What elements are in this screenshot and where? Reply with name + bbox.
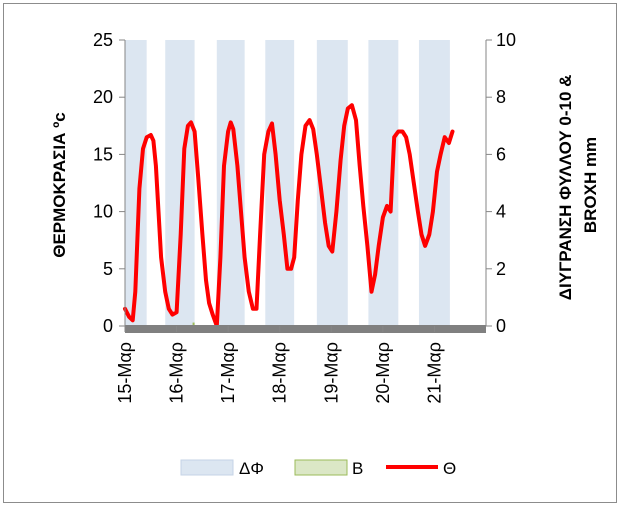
y2-tick-label-6: 6 <box>496 144 506 164</box>
y2-axis-title: ΔΙΥΓΡΑΝΣΗ ΦΥΛΛΟΥ 0-10 & BROXH mm <box>556 70 600 300</box>
y-tick-label-10: 10 <box>93 202 113 222</box>
legend-swatch-b <box>294 459 348 476</box>
y2-tick-label-0: 0 <box>496 316 506 336</box>
x-axis-line <box>125 325 486 333</box>
y2-tick-label-10: 10 <box>496 30 516 50</box>
chart-frame <box>3 3 617 503</box>
legend-swatch-df <box>180 459 234 476</box>
legend-label-theta: Θ <box>443 459 456 478</box>
y-tick-label-15: 15 <box>93 144 113 164</box>
y-tick-label-0: 0 <box>103 316 113 336</box>
y-tick-label-20: 20 <box>93 87 113 107</box>
x-tick-label-7: 21-Μαρ <box>424 342 444 404</box>
axes: 0 5 10 15 20 25 0 2 4 6 8 10 15-Μαρ 16-Μαρ 17-Μαρ 18-Μα… <box>93 30 516 404</box>
leaf-wetness-band-1 <box>125 40 147 326</box>
y2-axis-title-line2: BROXH mm <box>581 137 600 233</box>
x-tick-label-5: 19-Μαρ <box>321 342 341 404</box>
y-axis-title: ΘΕΡΜΟΚΡΑΣΙΑ ºc <box>50 112 69 258</box>
y2-tick-label-8: 8 <box>496 87 506 107</box>
x-tick-label-1: 15-Μαρ <box>115 342 135 404</box>
x-tick-label-4: 18-Μαρ <box>270 342 290 404</box>
y-tick-label-5: 5 <box>103 259 113 279</box>
temperature-line <box>123 103 455 328</box>
y2-axis-title-line1: ΔΙΥΓΡΑΝΣΗ ΦΥΛΛΟΥ 0-10 & <box>556 75 575 301</box>
y2-tick-label-2: 2 <box>496 259 506 279</box>
plot-area <box>123 40 455 328</box>
x-tick-label-6: 20-Μαρ <box>373 342 393 404</box>
legend-label-df: ΔΦ <box>239 459 264 478</box>
x-tick-label-3: 17-Μαρ <box>218 342 238 404</box>
rain-bar-1 <box>192 322 195 326</box>
legend: ΔΦ Β Θ <box>180 459 456 478</box>
legend-label-b: Β <box>352 459 363 478</box>
x-tick-label-2: 16-Μαρ <box>167 342 187 404</box>
y-tick-label-25: 25 <box>93 30 113 50</box>
y2-tick-label-4: 4 <box>496 202 506 222</box>
